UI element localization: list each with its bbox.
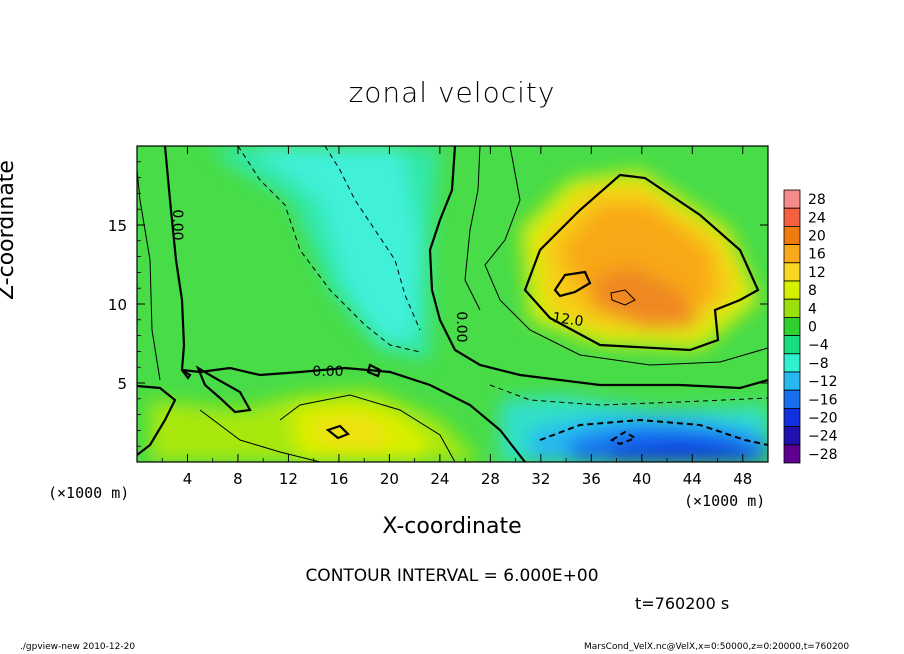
contour-label: 0.00 [312,364,343,380]
x-unit-left: (×1000 m) [48,484,130,502]
footer-right: MarsCond_VelX.nc@VelX,x=0:50000,z=0:2000… [584,642,850,652]
colorbar-label: −4 [808,338,829,354]
x-tick-label: 4 [183,470,193,488]
colorbar-swatch [783,316,801,336]
colorbar-label: 16 [808,247,826,263]
contour-label: 0.00 [453,311,469,342]
colorbar-label: −28 [808,447,838,463]
colorbar-swatch [783,189,801,209]
contour-label: 12.0 [551,310,584,330]
colorbar-swatch [783,335,801,355]
colorbar-swatch [783,244,801,264]
y-tick-label: 5 [117,375,127,393]
x-tick-label: 16 [329,470,348,488]
colorbar-label: 8 [808,283,817,299]
x-unit-right: (×1000 m) [684,492,766,510]
colorbar-swatch [783,371,801,391]
x-tick-label: 24 [430,470,449,488]
colorbar-swatch [783,353,801,373]
x-tick-label: 12 [279,470,298,488]
x-axis-label: X-coordinate [382,514,522,539]
footer-left: ./gpview-new 2010-12-20 [20,642,136,652]
x-tick-label: 36 [582,470,601,488]
x-tick-label: 40 [632,470,651,488]
y-axis-label: Z-coordinate [0,160,19,300]
contour-label: 0.00 [169,209,185,240]
colorbar-swatch [783,225,801,245]
x-tick-label: 32 [531,470,550,488]
y-tick-label: 10 [108,296,127,314]
colorbar-swatch [783,262,801,282]
colorbar-label: 28 [808,192,826,208]
colorbar-swatch [783,444,801,464]
colorbar-swatch [783,407,801,427]
colorbar-label: 20 [808,229,826,245]
colorbar-swatch [783,207,801,227]
x-tick-label: 8 [233,470,243,488]
colorbar-label: 4 [808,301,817,317]
colorbar-swatch [783,298,801,318]
x-tick-label: 20 [380,470,399,488]
colorbar: 28 24 20 16 12 8 4 0 −4 −8 −12 −16 −20 −24 −28 [783,189,838,464]
colorbar-label: −24 [808,429,838,445]
x-tick-label: 48 [733,470,752,488]
colorbar-label: −12 [808,374,838,390]
time-label: t=760200 s [635,594,730,613]
x-tick-label: 28 [481,470,500,488]
x-tick-label: 44 [683,470,702,488]
colorbar-label: 12 [808,265,826,281]
chart-title: zonal velocity [348,76,556,109]
contour-interval: CONTOUR INTERVAL = 6.000E+00 [305,566,599,586]
velocity-field [137,146,768,462]
colorbar-label: −20 [808,411,838,427]
colorbar-label: −16 [808,392,838,408]
colorbar-swatch [783,426,801,446]
colorbar-swatch [783,389,801,409]
colorbar-label: −8 [808,356,829,372]
colorbar-label: 0 [808,320,817,336]
colorbar-label: 24 [808,210,826,226]
y-tick-label: 15 [108,217,127,235]
colorbar-swatch [783,280,801,300]
